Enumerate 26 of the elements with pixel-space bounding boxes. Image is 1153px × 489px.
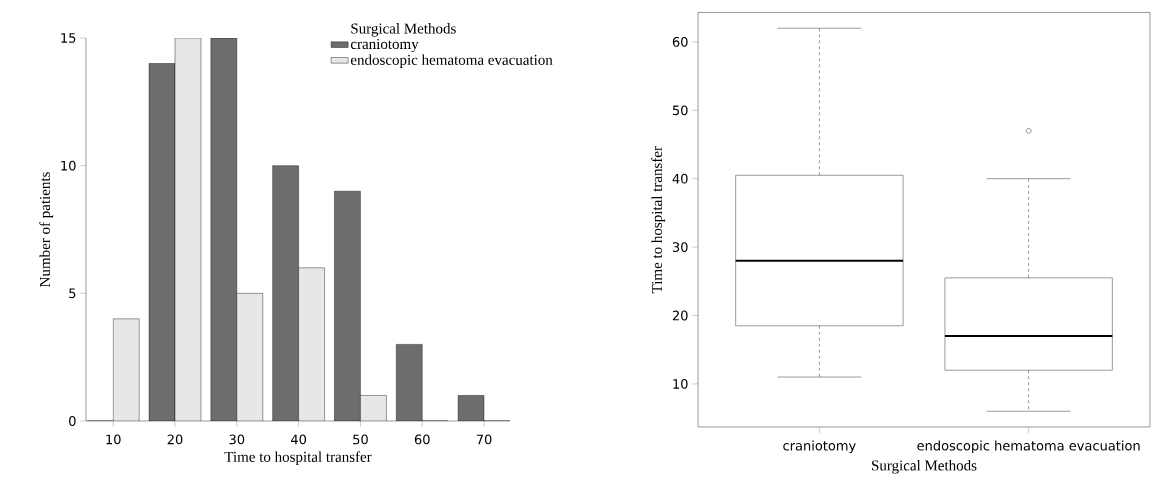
legend-label: endoscopic hematoma evacuation [350, 54, 553, 68]
x-tick-label: 50 [353, 434, 368, 445]
y-axis-title: Time to hospital transfer [651, 146, 666, 294]
x-tick-label: 70 [476, 434, 492, 445]
legend-label: craniotomy [350, 38, 419, 53]
x-tick-label: 60 [414, 434, 430, 445]
x-axis-title: Surgical Methods [872, 459, 977, 474]
y-tick-label: 10 [673, 378, 688, 389]
y-axis-title: Number of patients [39, 172, 54, 287]
y-tick-label: 15 [61, 33, 76, 43]
y-tick-label: 5 [69, 288, 76, 299]
legend-title: Surgical Methods [351, 23, 456, 37]
y-tick-label: 40 [672, 173, 688, 184]
x-tick-label: 10 [106, 434, 121, 445]
y-tick-label: 10 [61, 160, 76, 171]
y-tick-label: 0 [69, 416, 76, 426]
x-tick-label: 40 [290, 434, 307, 445]
x-tick-label: 20 [167, 434, 183, 445]
y-tick-label: 60 [672, 36, 688, 47]
y-tick-label: 20 [672, 310, 688, 321]
y-tick-label: 50 [672, 105, 688, 116]
x-tick-label: craniotomy [783, 440, 856, 454]
x-tick-label: 30 [229, 434, 245, 445]
x-tick-label: endoscopic hematoma evacuation [917, 440, 1140, 454]
x-axis-title: Time to hospital transfer [224, 451, 372, 465]
y-tick-label: 30 [672, 242, 688, 253]
